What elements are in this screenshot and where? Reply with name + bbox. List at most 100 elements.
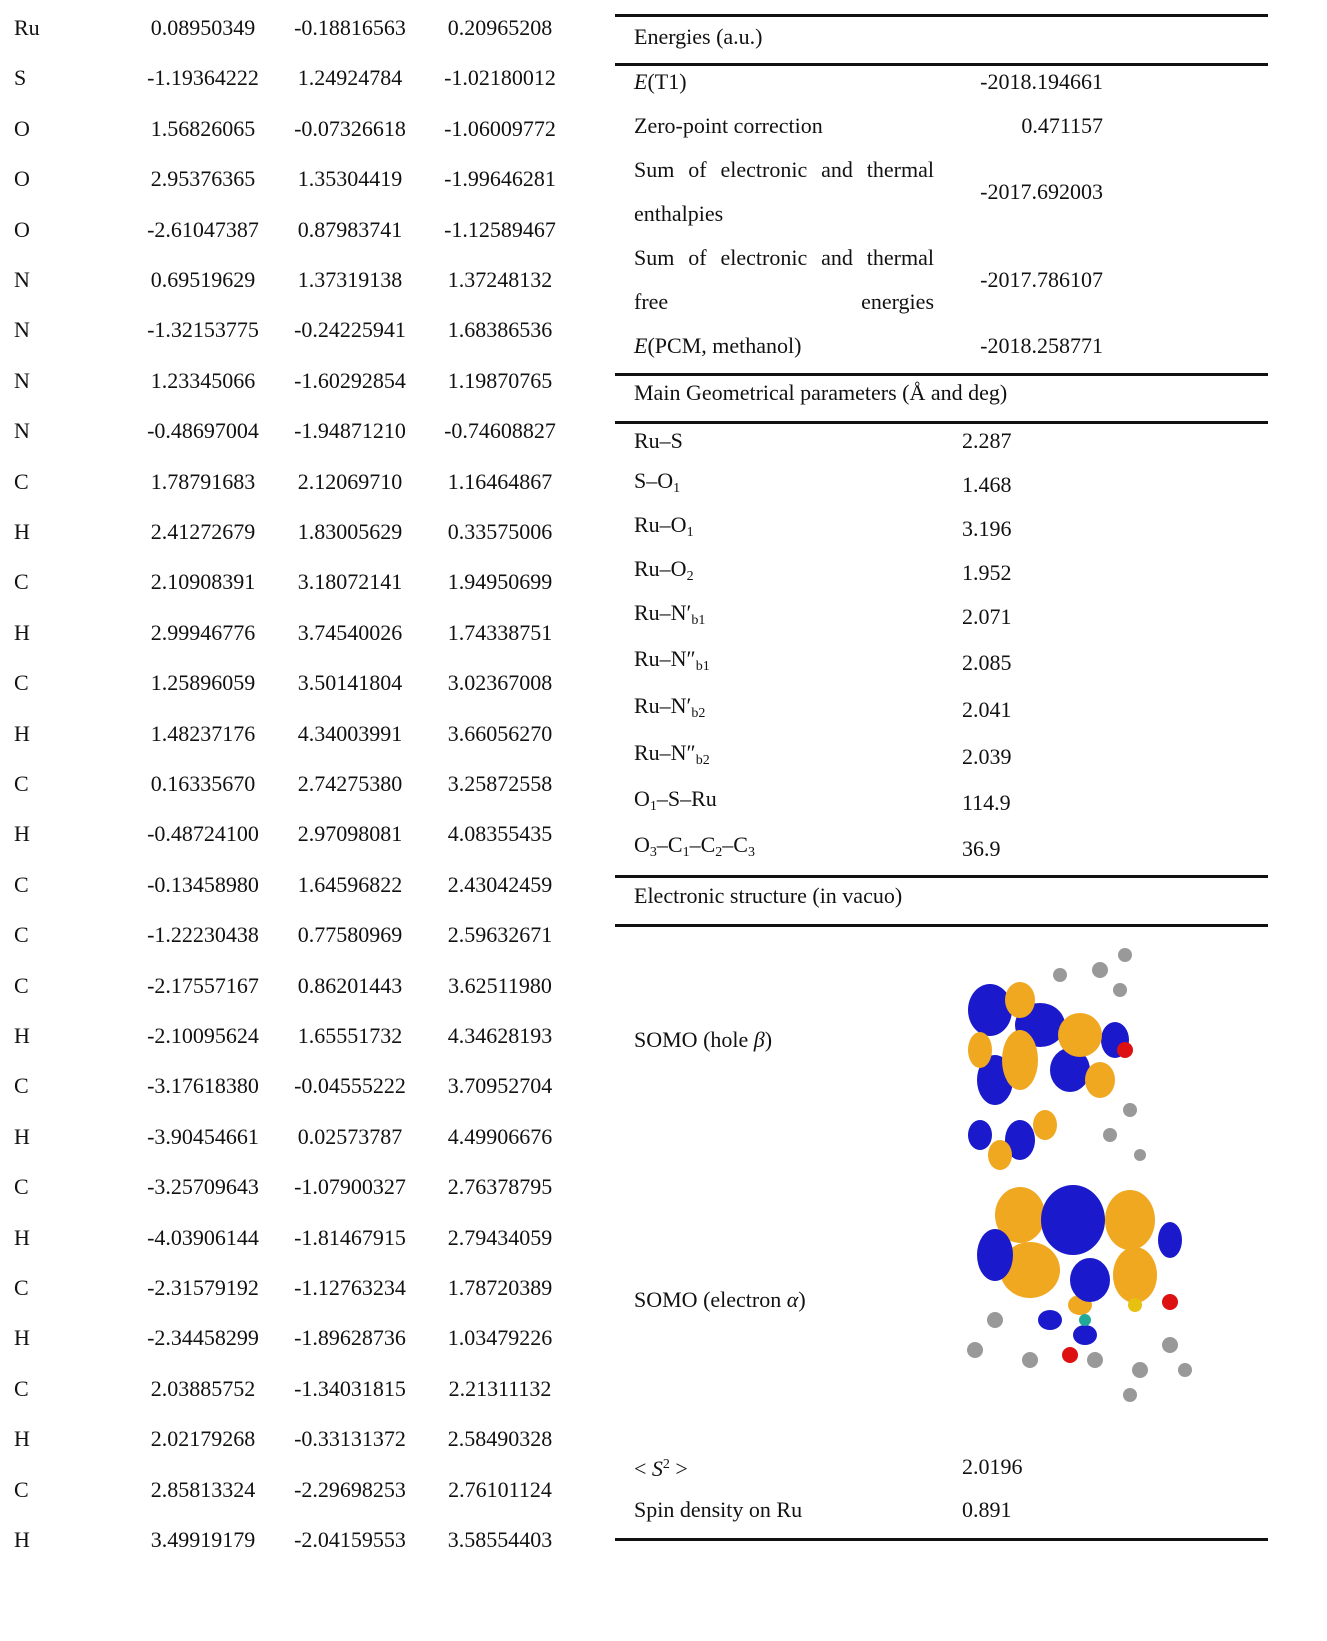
coordinate: 0.33575006 (447, 519, 553, 544)
coordinate: -1.22230438 (147, 922, 259, 948)
coordinate: 2.58490328 (447, 1426, 553, 1452)
coordinate: -3.25709643 (147, 1174, 259, 1200)
coordinate: -1.02180012 (444, 65, 556, 91)
coordinate: -1.34031815 (294, 1375, 406, 1401)
row-label: < S2 > (634, 1452, 688, 1482)
coordinate: 1.35304419 (297, 166, 403, 192)
coordinate: 1.48237176 (150, 720, 256, 746)
coordinate: -2.61047387 (147, 216, 259, 242)
label-part: 3 (649, 845, 657, 860)
label-part: –C (656, 832, 683, 857)
atom-symbol: N (14, 367, 30, 393)
atom-symbol: C (14, 1275, 29, 1300)
row-label: Ru–O2 (634, 556, 694, 590)
row-label: S–O1 (634, 468, 680, 502)
coordinate: 2.59632671 (447, 922, 553, 948)
atom-symbol: H (14, 720, 30, 746)
row-label: E(PCM, methanol) (634, 333, 801, 359)
coordinate: -0.13458980 (147, 871, 259, 897)
label-part: b1 (695, 659, 710, 674)
rule (615, 63, 1268, 66)
coordinate: -1.99646281 (444, 166, 556, 192)
orbital-image-hole (968, 948, 1146, 1170)
label-part: –C (722, 832, 748, 857)
row-value: 2.041 (962, 697, 1012, 722)
coordinate: -2.31579192 (147, 1275, 259, 1300)
coordinate: 0.69519629 (150, 267, 256, 292)
atom-symbol: C (14, 569, 29, 595)
coordinate: -0.48697004 (147, 418, 259, 444)
label-part: Sum of electronic and thermal free energ… (634, 245, 934, 314)
label-part: b2 (695, 753, 710, 768)
coordinate: -2.04159553 (294, 1527, 406, 1552)
coordinate: 2.10908391 (150, 569, 256, 595)
coordinate: 0.16335670 (150, 771, 256, 796)
atom-symbol: C (14, 468, 29, 494)
atom-symbol: H (14, 821, 30, 847)
atom-symbol: C (14, 1476, 29, 1502)
atom-symbol: C (14, 771, 29, 796)
row-value: 1.952 (962, 560, 1012, 585)
coordinate: 3.70952704 (447, 1073, 553, 1099)
coordinate: 1.68386536 (447, 317, 553, 343)
label-part: 2 (715, 845, 723, 860)
coordinate: 2.79434059 (447, 1224, 553, 1250)
coordinate: -1.12589467 (444, 216, 556, 242)
coordinate: 0.77580969 (297, 922, 403, 948)
coordinate: 1.94950699 (447, 569, 553, 595)
atom-symbol: O (14, 216, 30, 242)
coordinate: -0.24225941 (294, 317, 406, 343)
coordinate: 1.78791683 (150, 468, 256, 494)
coordinate: -3.17618380 (147, 1073, 259, 1099)
coordinate: 1.56826065 (150, 115, 256, 141)
coordinate: -1.07900327 (294, 1174, 406, 1200)
coordinate: 2.85813324 (150, 1476, 256, 1502)
label-part: ) (764, 1027, 773, 1052)
label-part: Ru–O (634, 512, 687, 537)
coordinate: 2.97098081 (297, 821, 403, 847)
label-part: Ru–S (634, 428, 683, 453)
orbital-image-electron (967, 1185, 1192, 1402)
section-heading: Electronic structure (in vacuo) (634, 883, 903, 908)
atom-symbol: H (14, 1123, 30, 1149)
label-part: O (634, 786, 650, 811)
row-label: Ru–N′b1 (634, 600, 705, 634)
label-part: SOMO (hole (634, 1027, 754, 1052)
coordinate: -1.19364222 (147, 65, 259, 91)
coordinate: 1.64596822 (297, 871, 403, 897)
row-value: 36.9 (962, 836, 1001, 861)
row-label: SOMO (hole β) (634, 1027, 772, 1053)
rule (615, 373, 1268, 376)
rule (615, 924, 1268, 927)
section-heading: Main Geometrical parameters (Å and deg) (634, 380, 1008, 405)
label-part: Zero-point correction (634, 113, 823, 138)
row-value: -2017.692003 (980, 179, 1103, 204)
atom-symbol: C (14, 922, 29, 948)
row-value: 2.287 (962, 428, 1012, 453)
coordinate: 2.03885752 (150, 1375, 256, 1401)
label-part: 1 (682, 845, 690, 860)
row-value: 2.0196 (962, 1454, 1023, 1479)
row-value: 1.468 (962, 472, 1012, 497)
coordinate: 1.25896059 (150, 670, 256, 696)
atom-symbol: C (14, 1375, 29, 1401)
coordinate: -0.18816563 (294, 15, 406, 40)
coordinate: 3.62511980 (448, 972, 552, 998)
row-label: Spin density on Ru (634, 1497, 802, 1523)
row-value: -2017.786107 (980, 267, 1103, 292)
coordinate: 0.02573787 (297, 1123, 403, 1149)
coordinate: 1.37319138 (297, 267, 403, 292)
label-part: 1 (673, 481, 681, 496)
section-heading: Energies (a.u.) (634, 24, 763, 49)
atom-symbol: C (14, 972, 29, 998)
label-part: S (651, 1456, 663, 1481)
label-part: Ru–N′ (634, 693, 692, 718)
atom-symbol: H (14, 619, 30, 645)
coordinate: 2.76101124 (448, 1476, 552, 1502)
label-part: b1 (691, 613, 706, 628)
coordinate: 1.19870765 (447, 367, 553, 393)
coordinate: 2.95376365 (150, 166, 256, 192)
label-part: 2 (662, 1457, 670, 1472)
coordinate: 3.58554403 (447, 1527, 553, 1552)
